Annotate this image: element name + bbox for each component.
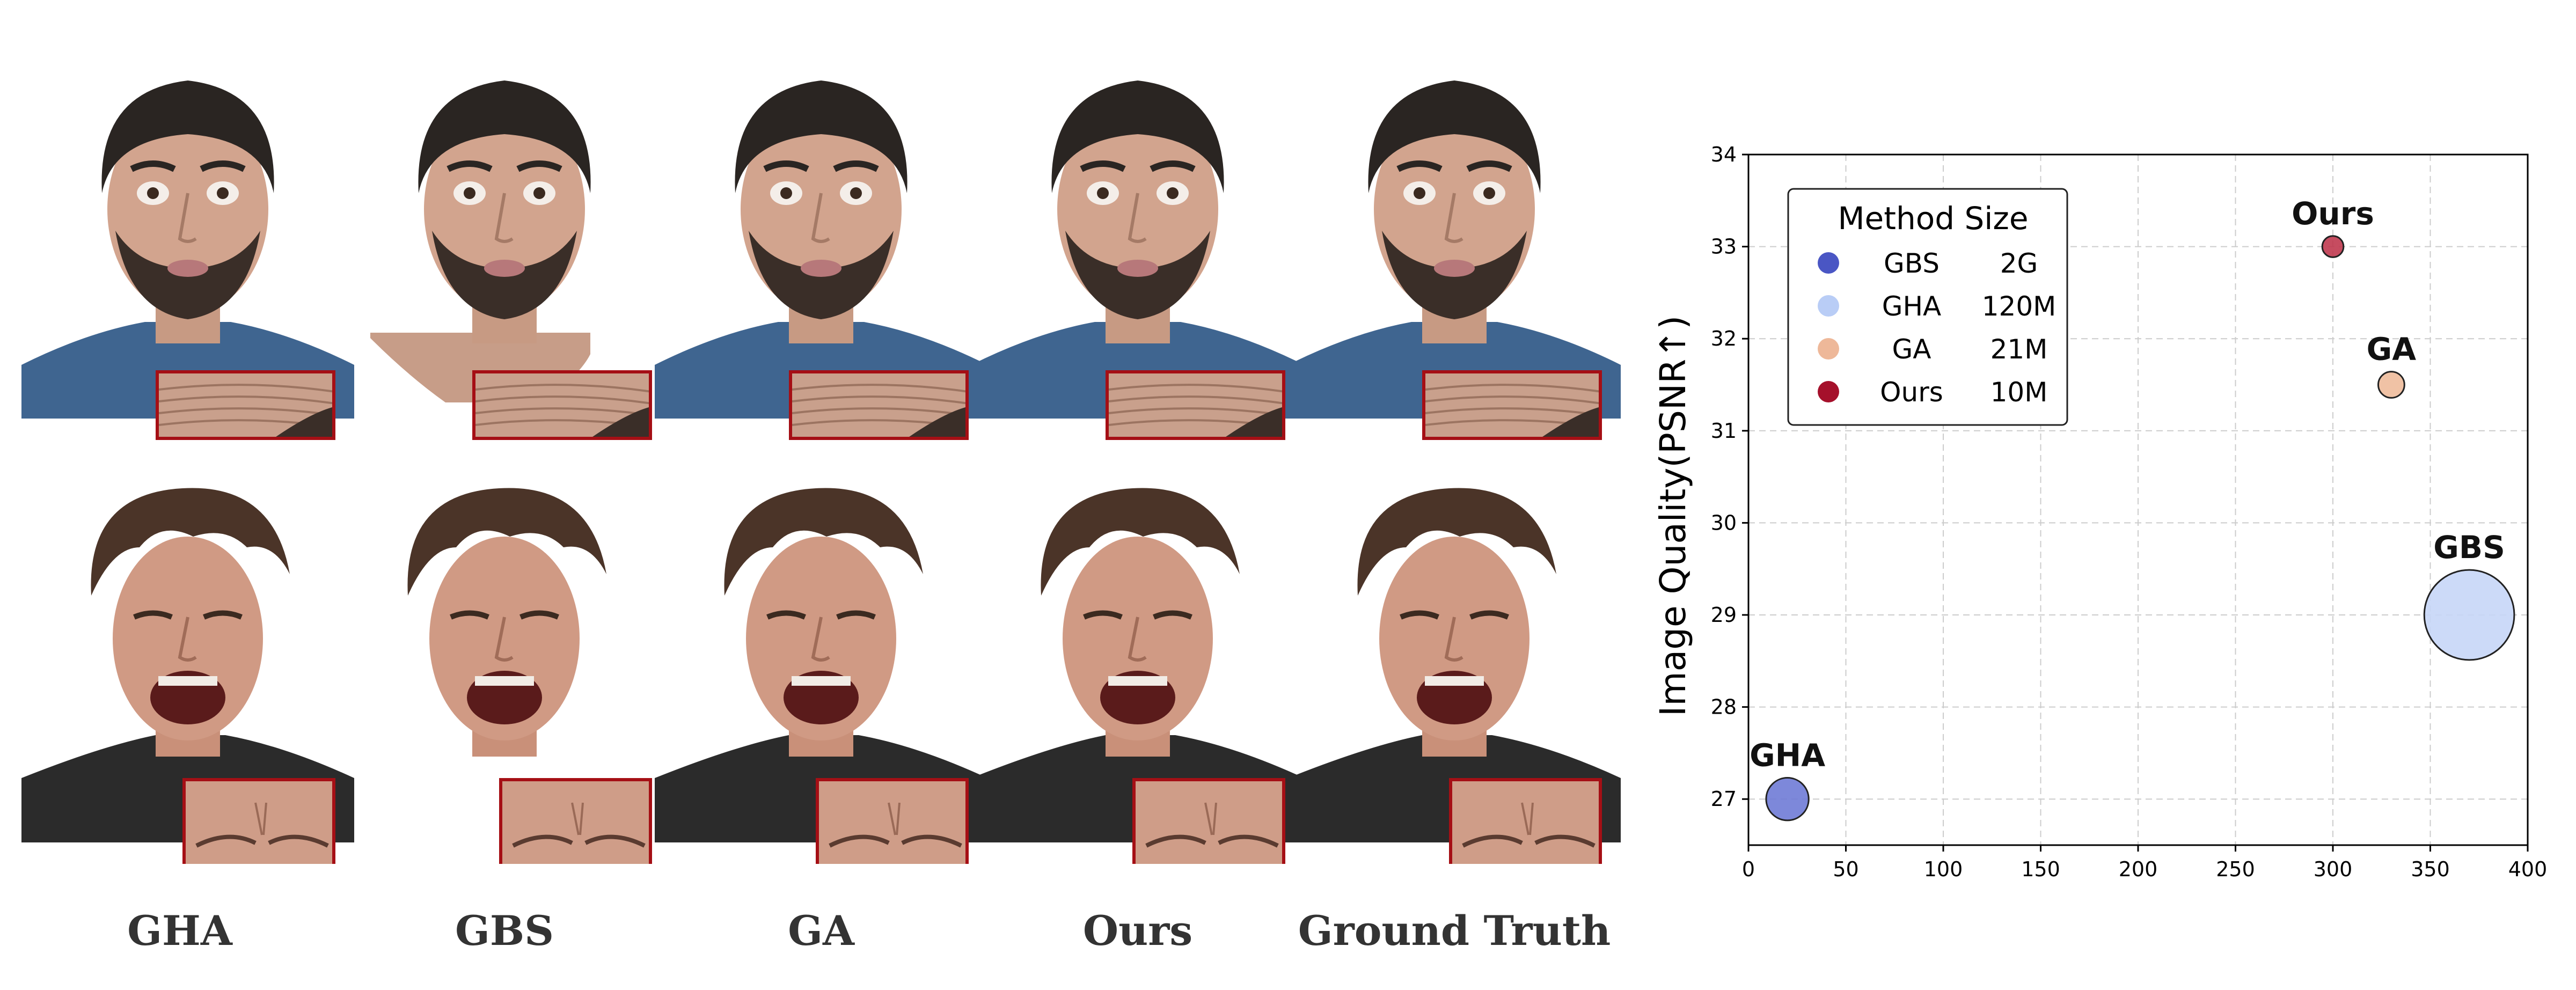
y-tick-label: 34 <box>1711 143 1737 166</box>
zoom-inset <box>1449 778 1602 864</box>
data-label-ga: GA <box>2367 331 2417 368</box>
portrait-bearded-man-neutral-3 <box>971 32 1304 440</box>
legend-size-ours: 10M <box>1990 377 2048 408</box>
legend-marker-ga <box>1818 338 1839 360</box>
zoom-inset <box>816 778 969 864</box>
data-point-gha <box>1765 777 1810 822</box>
portrait-bearded-man-neutral-4 <box>1288 32 1621 440</box>
zoom-inset <box>1106 370 1285 440</box>
portrait-curly-hair-grimace-3 <box>971 456 1304 864</box>
data-label-ours: Ours <box>2292 195 2374 232</box>
y-tick-label: 29 <box>1711 603 1737 627</box>
y-tick-label: 30 <box>1711 511 1737 534</box>
zoom-inset <box>499 778 652 864</box>
x-tick-label: 100 <box>1924 857 1963 881</box>
zoom-inset <box>789 370 969 440</box>
y-tick-label: 32 <box>1711 327 1737 350</box>
column-label-4: Ground Truth <box>1298 907 1611 955</box>
qualitative-comparison-grid: GHA GBS GA Ours Ground Truth <box>21 32 1621 955</box>
legend-size-gbs: 2G <box>2000 248 2038 279</box>
portrait-bearded-man-neutral-2 <box>655 32 987 440</box>
portrait-curly-hair-grimace-4 <box>1288 456 1621 864</box>
portrait-curly-hair-grimace-2 <box>655 456 987 864</box>
x-tick-label: 50 <box>1833 857 1858 881</box>
y-tick-label: 33 <box>1711 235 1737 259</box>
x-tick-label: 250 <box>2216 857 2255 881</box>
column-label-2: GA <box>788 907 854 955</box>
legend-size-ga: 21M <box>1990 334 2048 365</box>
portrait-bearded-man-neutral-1 <box>338 32 671 440</box>
legend-marker-ours <box>1818 381 1839 402</box>
data-label-gbs: GBS <box>2433 529 2505 566</box>
zoom-inset <box>182 778 335 864</box>
data-point-ga <box>2377 371 2405 399</box>
x-tick-label: 0 <box>1742 857 1755 881</box>
column-label-3: Ours <box>1082 907 1193 955</box>
legend-size-gha: 120M <box>1982 291 2057 322</box>
data-point-ours <box>2321 235 2345 258</box>
psnr-size-scatter-chart: GHA GBS GA Ours 0 50 100 150 200 250 300 350 400 27 28… <box>1652 143 2548 881</box>
legend-method-gha: GHA <box>1882 291 1942 322</box>
portrait-bearded-man-neutral-0 <box>21 32 354 440</box>
y-tick-label: 28 <box>1711 695 1737 719</box>
data-point-gbs <box>2423 569 2515 661</box>
legend-marker-gbs <box>1818 252 1839 274</box>
legend-box <box>1787 188 2068 426</box>
x-tick-label: 200 <box>2119 857 2158 881</box>
portrait-curly-hair-grimace-1 <box>338 456 671 864</box>
x-tick-label: 150 <box>2021 857 2060 881</box>
legend-method-ga: GA <box>1892 334 1931 365</box>
y-axis-label: Image Quality(PSNR↑) <box>1652 316 1694 716</box>
legend-method-ours: Ours <box>1880 377 1943 408</box>
x-tick-label: 300 <box>2314 857 2353 881</box>
data-label-gha: GHA <box>1750 737 1825 774</box>
legend-title: Method Size <box>1838 200 2028 237</box>
x-tick-label: 350 <box>2411 857 2450 881</box>
y-tick-label: 27 <box>1711 787 1737 811</box>
column-label-0: GHA <box>127 907 232 955</box>
y-tick-label: 31 <box>1711 419 1737 443</box>
column-label-1: GBS <box>455 907 554 955</box>
zoom-inset <box>472 370 652 440</box>
zoom-inset <box>156 370 335 440</box>
portrait-curly-hair-grimace-0 <box>21 456 354 864</box>
legend-method-gbs: GBS <box>1884 248 1940 279</box>
x-tick-label: 400 <box>2508 857 2548 881</box>
legend-marker-gha <box>1818 295 1839 317</box>
zoom-inset <box>1132 778 1285 864</box>
zoom-inset <box>1422 370 1602 440</box>
